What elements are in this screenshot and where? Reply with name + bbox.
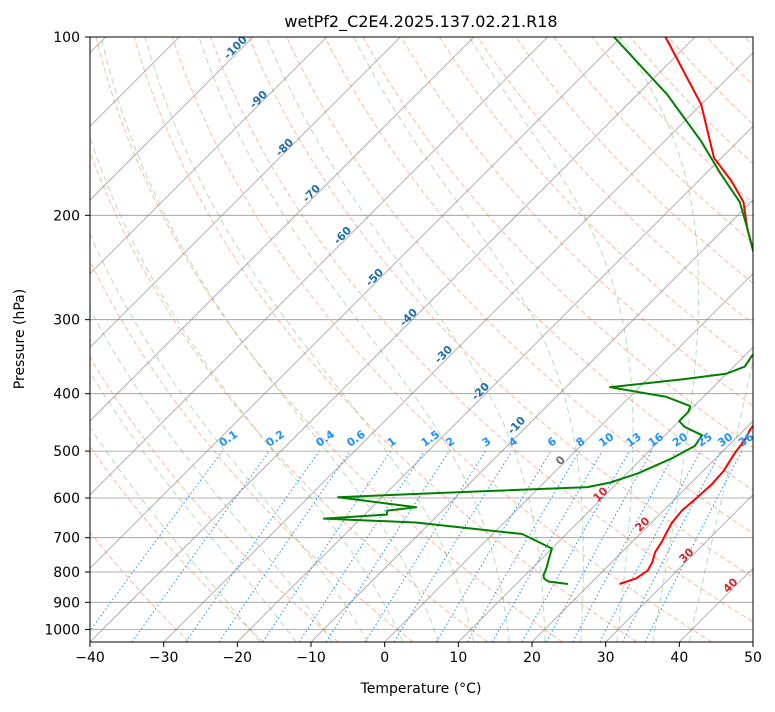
y-tick-label: 200 — [53, 208, 80, 224]
x-tick-label: −30 — [149, 650, 179, 666]
x-tick-label: 30 — [597, 650, 615, 666]
y-tick-label: 900 — [53, 595, 80, 611]
y-tick-label: 300 — [53, 313, 80, 329]
x-tick-label: 50 — [744, 650, 762, 666]
chart-title: wetPf2_C2E4.2025.137.02.21.R18 — [284, 12, 557, 32]
x-tick-label: 0 — [380, 650, 389, 666]
x-tick-label: −40 — [75, 650, 105, 666]
x-axis-label: Temperature (°C) — [360, 681, 482, 697]
x-tick-label: −20 — [223, 650, 253, 666]
y-axis-label: Pressure (hPa) — [12, 289, 28, 389]
x-tick-label: −10 — [296, 650, 326, 666]
y-tick-label: 400 — [53, 387, 80, 403]
x-tick-label: 40 — [670, 650, 688, 666]
y-tick-label: 800 — [53, 565, 80, 581]
y-tick-label: 700 — [53, 531, 80, 547]
y-tick-label: 600 — [53, 491, 80, 507]
y-tick-label: 1000 — [44, 622, 80, 638]
x-tick-label: 20 — [523, 650, 541, 666]
y-tick-label: 500 — [53, 444, 80, 460]
x-tick-label: 10 — [449, 650, 467, 666]
y-tick-label: 100 — [53, 30, 80, 46]
